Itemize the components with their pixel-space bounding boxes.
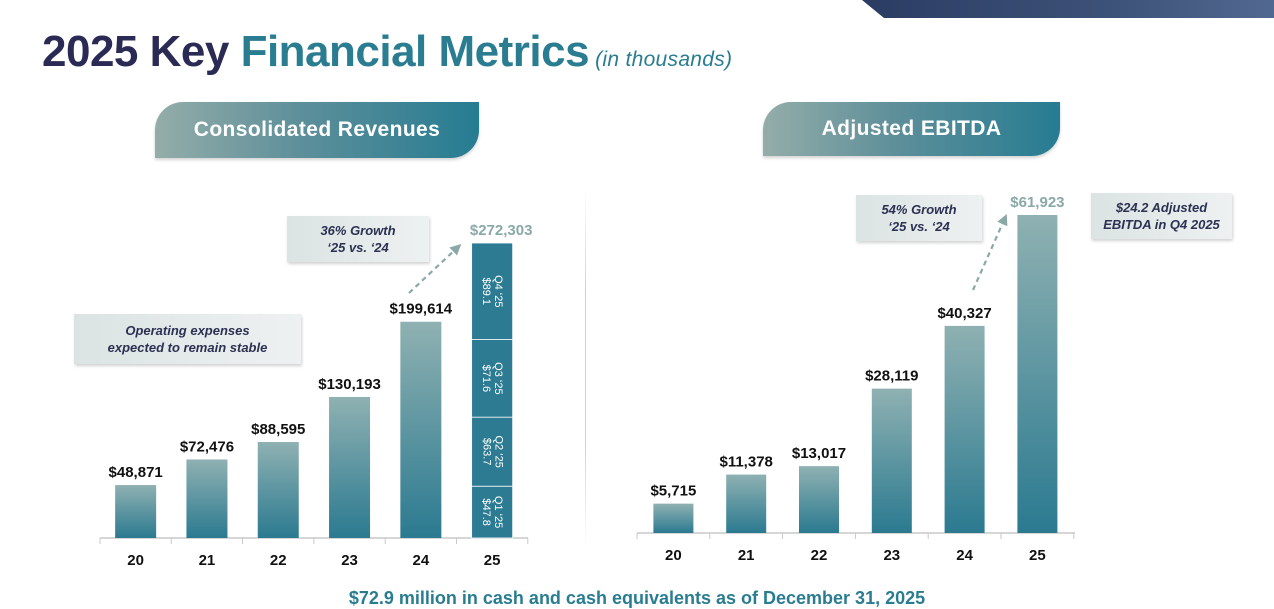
bar-20	[115, 485, 157, 538]
bar-22	[799, 466, 839, 533]
value-label-22: $13,017	[792, 445, 846, 462]
page-title: 2025 Key Financial Metrics (in thousands)	[42, 26, 732, 86]
ebitda-panel-header: Adjusted EBITDA	[763, 102, 1060, 156]
bar-25	[1017, 215, 1058, 533]
ebitda-growth-callout: 54% Growth ‘25 vs. ‘24	[856, 195, 982, 241]
value-label-23: $28,119	[865, 368, 918, 385]
opex-note-line1: Operating expenses	[125, 323, 250, 338]
opex-note-line2: expected to remain stable	[107, 340, 268, 355]
category-label-21: 21	[199, 552, 216, 569]
stack-segment-q3	[471, 339, 514, 418]
value-label-25: $272,303	[470, 222, 533, 239]
q4-ebitda-note-line1: $24.2 Adjusted	[1115, 200, 1208, 215]
ebitda-growth-line2: ‘25 vs. ‘24	[888, 219, 950, 234]
ebitda-growth-line1: 54% Growth	[881, 202, 957, 217]
value-label-21: $72,476	[180, 438, 234, 455]
revenue-growth-line1: 36% Growth	[320, 223, 396, 238]
panel-divider	[585, 185, 586, 550]
category-label-21: 21	[738, 547, 755, 564]
top-banner	[862, 0, 1274, 18]
growth-arrow	[971, 213, 1008, 291]
category-label-22: 22	[811, 547, 828, 564]
stack-value-label: $47.8	[480, 498, 492, 526]
title-metrics-part: Financial Metrics	[240, 27, 590, 76]
value-label-24: $199,614	[390, 301, 453, 318]
stack-quarter-label: Q1 ‘25	[492, 496, 504, 528]
stack-segment-q1	[471, 485, 514, 539]
category-label-24: 24	[956, 547, 973, 564]
stack-quarter-label: Q3 ‘25	[492, 362, 504, 394]
bar-20	[653, 503, 694, 533]
value-label-20: $48,871	[109, 464, 163, 481]
ebitda-chart: $5,715 20 $11,378 21 $13,017 22 $28,119 23 $40,3…	[636, 194, 1075, 564]
value-label-20: $5,715	[650, 483, 696, 500]
bar-21	[726, 474, 767, 533]
q4-ebitda-note-callout: $24.2 Adjusted EBITDA in Q4 2025	[1091, 193, 1232, 239]
title-subtitle: (in thousands)	[595, 48, 733, 71]
growth-arrow	[408, 243, 462, 294]
revenue-growth-line2: ‘25 vs. ‘24	[327, 240, 389, 255]
category-label-20: 20	[665, 547, 682, 564]
value-label-24: $40,327	[937, 305, 991, 322]
bar-22	[257, 442, 299, 538]
stack-value-label: $63.7	[480, 438, 492, 466]
stack-value-label: $71.6	[480, 365, 492, 393]
value-label-25: $61,923	[1010, 194, 1064, 211]
revenue-chart: $48,871 20 $72,476 21 $88,595 22 $130,193 23 $19…	[99, 222, 533, 569]
category-label-24: 24	[413, 552, 430, 569]
category-label-23: 23	[341, 552, 358, 569]
opex-note-callout: Operating expenses expected to remain st…	[74, 314, 301, 364]
bar-21	[186, 459, 228, 538]
revenue-growth-callout: 36% Growth ‘25 vs. ‘24	[287, 216, 429, 262]
category-label-25: 25	[484, 552, 501, 569]
bar-24	[400, 321, 442, 538]
category-label-25: 25	[1029, 547, 1046, 564]
stack-value-label: $89.1	[480, 278, 492, 306]
value-label-21: $11,378	[719, 454, 772, 471]
stack-quarter-label: Q2 ‘25	[492, 435, 504, 467]
title-year-part: 2025 Key	[42, 27, 241, 76]
value-label-23: $130,193	[318, 376, 381, 393]
category-label-22: 22	[270, 552, 287, 569]
value-label-22: $88,595	[251, 421, 305, 438]
category-label-23: 23	[883, 547, 900, 564]
bar-23	[329, 396, 371, 538]
cash-footnote: $72.9 million in cash and cash equivalen…	[348, 588, 926, 608]
stack-quarter-label: Q4 ‘25	[492, 275, 504, 307]
q4-ebitda-note-line2: EBITDA in Q4 2025	[1103, 217, 1220, 232]
revenue-panel-header: Consolidated Revenues	[155, 102, 479, 158]
bar-24	[944, 325, 985, 533]
stack-segment-q2	[471, 416, 514, 487]
bar-23	[871, 388, 912, 533]
category-label-20: 20	[127, 552, 144, 569]
stack-segment-q4	[471, 242, 514, 340]
